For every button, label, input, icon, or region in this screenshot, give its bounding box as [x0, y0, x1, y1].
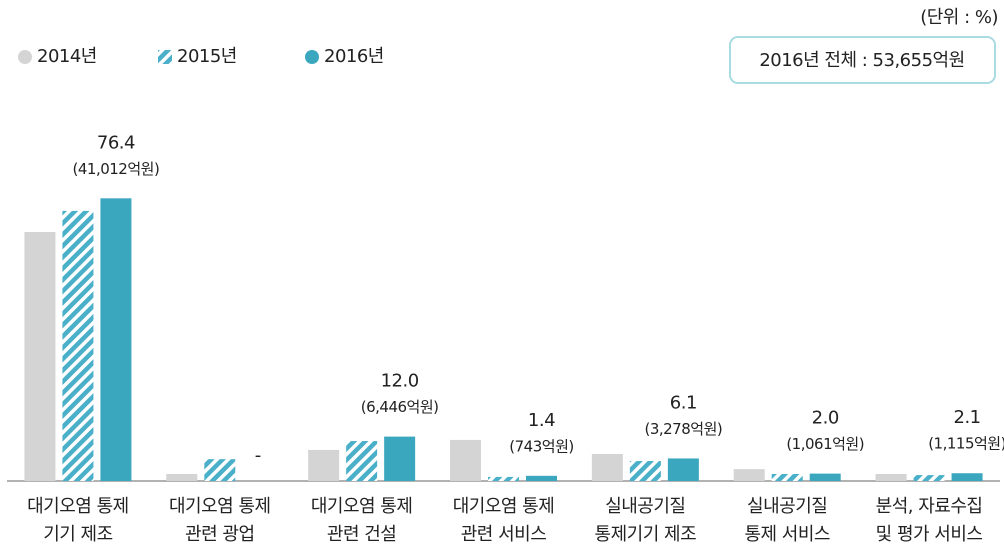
bar	[346, 441, 378, 481]
bar	[667, 458, 699, 481]
bar	[166, 473, 198, 481]
legend-swatch	[305, 50, 319, 64]
bar	[526, 475, 557, 481]
bar	[62, 210, 94, 481]
bar	[875, 473, 907, 481]
data-label: 6.1	[670, 392, 697, 413]
x-tick-label: 대기오염 통제	[453, 496, 555, 517]
x-tick-label: 대기오염 통제	[311, 496, 413, 517]
x-tick-label: 통제 서비스	[744, 524, 830, 545]
bar	[771, 473, 803, 481]
x-tick-label: 실내공기질	[605, 496, 685, 517]
bar	[629, 461, 661, 481]
bar	[733, 469, 765, 481]
data-label: 1.4	[528, 410, 555, 431]
data-label: 2.0	[812, 408, 839, 429]
amount-label: (41,012억원)	[73, 160, 160, 178]
x-tick-label: 관련 서비스	[461, 524, 547, 545]
legend-label: 2014년	[37, 46, 97, 67]
legend-label: 2016년	[324, 46, 384, 67]
x-tick-label: 및 평가 서비스	[876, 524, 983, 545]
legend-swatch	[158, 50, 172, 64]
unit-note: (단위 : %)	[920, 7, 998, 28]
bar	[384, 436, 416, 481]
legend-swatch	[18, 50, 32, 64]
x-tick-label: 분석, 자료수집	[876, 496, 983, 517]
total-note: 2016년 전체 : 53,655억원	[759, 50, 964, 71]
x-tick-label: 실내공기질	[747, 496, 827, 517]
amount-label: (1,115억원)	[928, 435, 1004, 453]
bar	[488, 476, 519, 481]
x-tick-label: 기기 제조	[43, 524, 112, 545]
bar	[591, 453, 623, 481]
x-tick-label: 대기오염 통제	[169, 496, 271, 517]
data-label: 2.1	[954, 407, 981, 428]
x-tick-label: 관련 건설	[327, 524, 396, 545]
amount-label: (1,061억원)	[786, 435, 864, 453]
x-tick-label: 대기오염 통제	[27, 496, 129, 517]
amount-label: (743억원)	[509, 437, 573, 455]
bar	[450, 439, 481, 481]
data-label: -	[255, 445, 261, 466]
x-tick-label: 관련 광업	[185, 524, 254, 545]
bar	[204, 459, 236, 481]
data-label: 76.4	[97, 132, 135, 153]
data-label: 12.0	[381, 371, 419, 392]
amount-label: (3,278억원)	[644, 420, 722, 438]
bar	[100, 198, 132, 481]
bar	[951, 473, 983, 481]
bar	[24, 231, 56, 481]
bar	[308, 449, 340, 481]
amount-label: (6,446억원)	[361, 398, 439, 416]
bar	[913, 475, 945, 481]
legend-label: 2015년	[177, 46, 237, 67]
total-box	[729, 36, 996, 84]
x-tick-label: 통제기기 제조	[595, 524, 697, 545]
bar	[809, 473, 841, 481]
